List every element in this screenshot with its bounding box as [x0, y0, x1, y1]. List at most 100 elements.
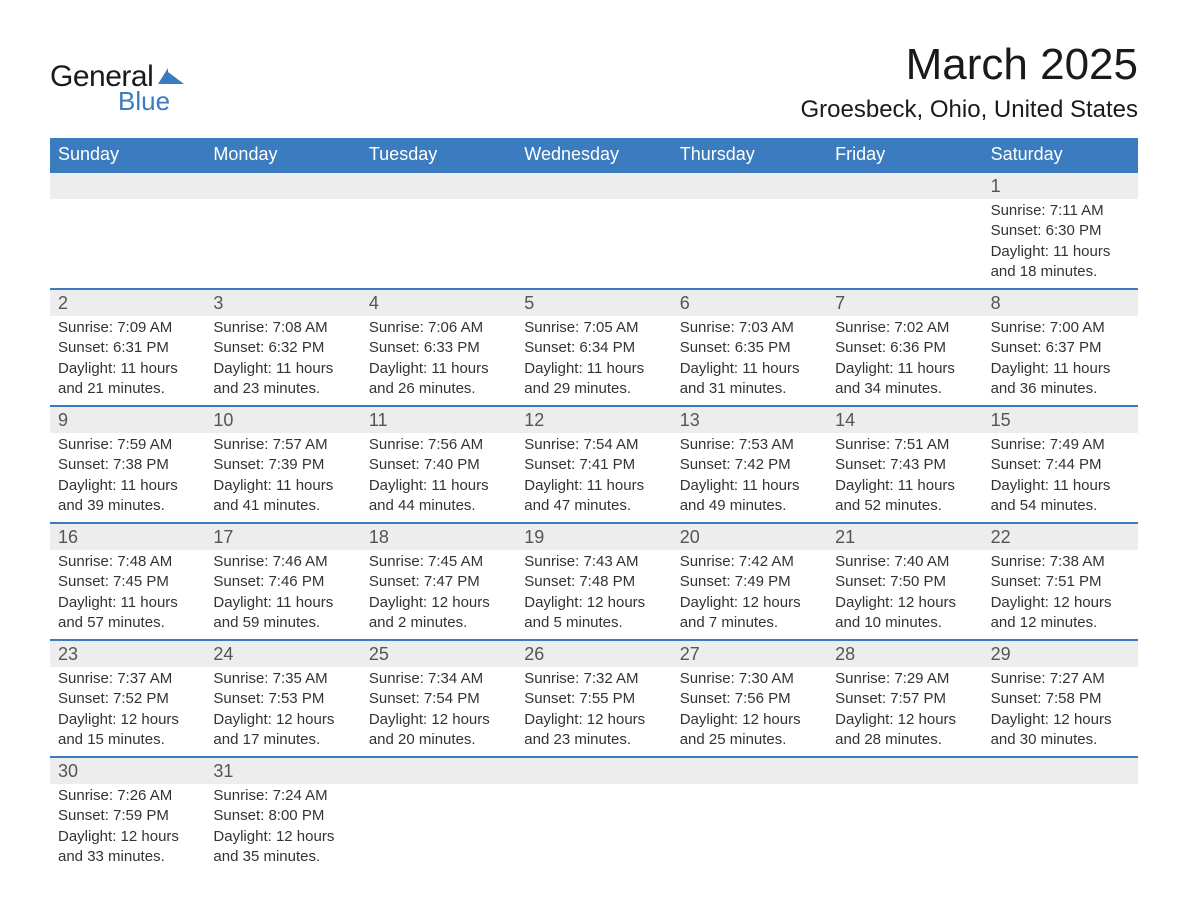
calendar-daynum-cell: 9	[50, 407, 205, 433]
calendar-data-cell: Sunrise: 7:27 AMSunset: 7:58 PMDaylight:…	[983, 667, 1138, 756]
daylight-text: Daylight: 12 hours and 33 minutes.	[58, 827, 197, 868]
sunrise-text: Sunrise: 7:56 AM	[369, 435, 508, 455]
calendar-data-cell: Sunrise: 7:02 AMSunset: 6:36 PMDaylight:…	[827, 316, 982, 405]
daylight-text: Daylight: 12 hours and 35 minutes.	[213, 827, 352, 868]
sunset-text: Sunset: 6:36 PM	[835, 338, 974, 358]
calendar-header-cell: Friday	[827, 138, 982, 171]
calendar-data-row: Sunrise: 7:26 AMSunset: 7:59 PMDaylight:…	[50, 784, 1138, 873]
calendar-daynum-cell	[672, 758, 827, 784]
calendar-data-row: Sunrise: 7:37 AMSunset: 7:52 PMDaylight:…	[50, 667, 1138, 756]
sunrise-text: Sunrise: 7:30 AM	[680, 669, 819, 689]
calendar-daynum-cell	[50, 173, 205, 199]
calendar-daynum-cell: 19	[516, 524, 671, 550]
page-title-month: March 2025	[801, 40, 1139, 90]
sunrise-text: Sunrise: 7:29 AM	[835, 669, 974, 689]
calendar-data-cell: Sunrise: 7:51 AMSunset: 7:43 PMDaylight:…	[827, 433, 982, 522]
daylight-text: Daylight: 12 hours and 30 minutes.	[991, 710, 1130, 751]
calendar-data-cell	[361, 784, 516, 873]
sunset-text: Sunset: 7:49 PM	[680, 572, 819, 592]
sunset-text: Sunset: 7:41 PM	[524, 455, 663, 475]
calendar-daynum-cell: 25	[361, 641, 516, 667]
calendar-data-cell: Sunrise: 7:08 AMSunset: 6:32 PMDaylight:…	[205, 316, 360, 405]
calendar-daynum-cell: 30	[50, 758, 205, 784]
calendar-data-cell: Sunrise: 7:30 AMSunset: 7:56 PMDaylight:…	[672, 667, 827, 756]
calendar-daynum-cell: 11	[361, 407, 516, 433]
calendar-header-row: SundayMondayTuesdayWednesdayThursdayFrid…	[50, 138, 1138, 171]
calendar-header-cell: Tuesday	[361, 138, 516, 171]
daylight-text: Daylight: 12 hours and 10 minutes.	[835, 593, 974, 634]
sunrise-text: Sunrise: 7:27 AM	[991, 669, 1130, 689]
sunrise-text: Sunrise: 7:02 AM	[835, 318, 974, 338]
daylight-text: Daylight: 11 hours and 57 minutes.	[58, 593, 197, 634]
calendar-daynum-cell: 18	[361, 524, 516, 550]
sunrise-text: Sunrise: 7:26 AM	[58, 786, 197, 806]
calendar-daynum-cell: 27	[672, 641, 827, 667]
daylight-text: Daylight: 11 hours and 44 minutes.	[369, 476, 508, 517]
calendar-daynum-row: 1	[50, 171, 1138, 199]
calendar-daynum-cell: 31	[205, 758, 360, 784]
sunrise-text: Sunrise: 7:03 AM	[680, 318, 819, 338]
calendar-data-cell	[516, 784, 671, 873]
calendar-data-cell: Sunrise: 7:59 AMSunset: 7:38 PMDaylight:…	[50, 433, 205, 522]
calendar-daynum-cell: 13	[672, 407, 827, 433]
sunrise-text: Sunrise: 7:11 AM	[991, 201, 1130, 221]
calendar-data-cell	[205, 199, 360, 288]
sunset-text: Sunset: 7:45 PM	[58, 572, 197, 592]
calendar-data-cell: Sunrise: 7:46 AMSunset: 7:46 PMDaylight:…	[205, 550, 360, 639]
sunset-text: Sunset: 7:46 PM	[213, 572, 352, 592]
calendar-data-cell: Sunrise: 7:45 AMSunset: 7:47 PMDaylight:…	[361, 550, 516, 639]
sunset-text: Sunset: 7:52 PM	[58, 689, 197, 709]
sunrise-text: Sunrise: 7:09 AM	[58, 318, 197, 338]
sunrise-text: Sunrise: 7:48 AM	[58, 552, 197, 572]
calendar-data-cell: Sunrise: 7:03 AMSunset: 6:35 PMDaylight:…	[672, 316, 827, 405]
calendar-data-cell	[827, 199, 982, 288]
header: General Blue March 2025 Groesbeck, Ohio,…	[50, 40, 1138, 124]
calendar-data-cell: Sunrise: 7:34 AMSunset: 7:54 PMDaylight:…	[361, 667, 516, 756]
calendar-daynum-cell: 2	[50, 290, 205, 316]
calendar-data-cell: Sunrise: 7:06 AMSunset: 6:33 PMDaylight:…	[361, 316, 516, 405]
calendar-data-cell: Sunrise: 7:05 AMSunset: 6:34 PMDaylight:…	[516, 316, 671, 405]
sunrise-text: Sunrise: 7:06 AM	[369, 318, 508, 338]
daylight-text: Daylight: 11 hours and 26 minutes.	[369, 359, 508, 400]
calendar-header-cell: Sunday	[50, 138, 205, 171]
sunset-text: Sunset: 7:57 PM	[835, 689, 974, 709]
daylight-text: Daylight: 12 hours and 25 minutes.	[680, 710, 819, 751]
calendar-daynum-cell	[516, 173, 671, 199]
calendar-data-cell: Sunrise: 7:56 AMSunset: 7:40 PMDaylight:…	[361, 433, 516, 522]
sunrise-text: Sunrise: 7:32 AM	[524, 669, 663, 689]
daylight-text: Daylight: 11 hours and 52 minutes.	[835, 476, 974, 517]
daylight-text: Daylight: 12 hours and 7 minutes.	[680, 593, 819, 634]
calendar: SundayMondayTuesdayWednesdayThursdayFrid…	[50, 138, 1138, 873]
daylight-text: Daylight: 12 hours and 5 minutes.	[524, 593, 663, 634]
daylight-text: Daylight: 12 hours and 23 minutes.	[524, 710, 663, 751]
calendar-daynum-cell: 21	[827, 524, 982, 550]
calendar-data-cell: Sunrise: 7:48 AMSunset: 7:45 PMDaylight:…	[50, 550, 205, 639]
calendar-daynum-cell	[205, 173, 360, 199]
calendar-data-cell	[672, 784, 827, 873]
sunset-text: Sunset: 8:00 PM	[213, 806, 352, 826]
sunrise-text: Sunrise: 7:51 AM	[835, 435, 974, 455]
calendar-data-row: Sunrise: 7:48 AMSunset: 7:45 PMDaylight:…	[50, 550, 1138, 639]
calendar-data-cell: Sunrise: 7:37 AMSunset: 7:52 PMDaylight:…	[50, 667, 205, 756]
sunrise-text: Sunrise: 7:24 AM	[213, 786, 352, 806]
calendar-daynum-cell: 5	[516, 290, 671, 316]
calendar-data-cell	[983, 784, 1138, 873]
title-block: March 2025 Groesbeck, Ohio, United State…	[801, 40, 1139, 124]
sunrise-text: Sunrise: 7:42 AM	[680, 552, 819, 572]
calendar-daynum-cell: 20	[672, 524, 827, 550]
calendar-daynum-cell	[516, 758, 671, 784]
daylight-text: Daylight: 12 hours and 2 minutes.	[369, 593, 508, 634]
calendar-data-row: Sunrise: 7:59 AMSunset: 7:38 PMDaylight:…	[50, 433, 1138, 522]
calendar-daynum-cell	[672, 173, 827, 199]
daylight-text: Daylight: 11 hours and 39 minutes.	[58, 476, 197, 517]
sunrise-text: Sunrise: 7:40 AM	[835, 552, 974, 572]
calendar-data-cell: Sunrise: 7:09 AMSunset: 6:31 PMDaylight:…	[50, 316, 205, 405]
sunset-text: Sunset: 7:59 PM	[58, 806, 197, 826]
sunset-text: Sunset: 6:35 PM	[680, 338, 819, 358]
calendar-daynum-row: 23242526272829	[50, 639, 1138, 667]
sunset-text: Sunset: 7:38 PM	[58, 455, 197, 475]
daylight-text: Daylight: 11 hours and 59 minutes.	[213, 593, 352, 634]
calendar-daynum-row: 3031	[50, 756, 1138, 784]
sunrise-text: Sunrise: 7:34 AM	[369, 669, 508, 689]
calendar-data-cell: Sunrise: 7:42 AMSunset: 7:49 PMDaylight:…	[672, 550, 827, 639]
